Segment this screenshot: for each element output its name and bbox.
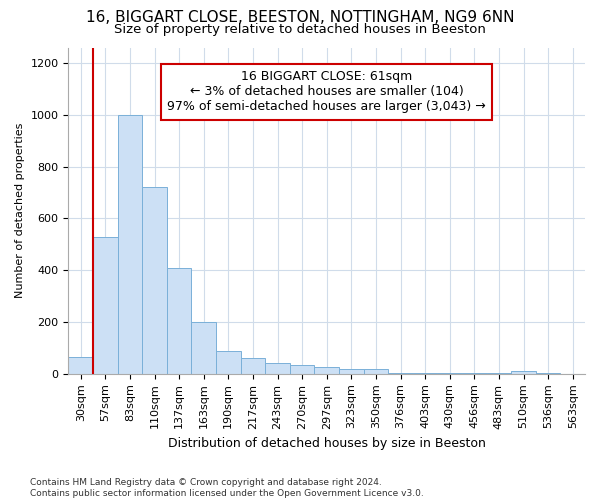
Text: Size of property relative to detached houses in Beeston: Size of property relative to detached ho… [114, 22, 486, 36]
X-axis label: Distribution of detached houses by size in Beeston: Distribution of detached houses by size … [168, 437, 485, 450]
Bar [142, 188, 167, 374]
Bar [364, 369, 388, 374]
Bar [167, 268, 191, 374]
Text: 16 BIGGART CLOSE: 61sqm
← 3% of detached houses are smaller (104)
97% of semi-de: 16 BIGGART CLOSE: 61sqm ← 3% of detached… [167, 70, 486, 114]
Bar [290, 365, 314, 374]
Y-axis label: Number of detached properties: Number of detached properties [15, 123, 25, 298]
Bar [93, 236, 118, 374]
Text: Contains HM Land Registry data © Crown copyright and database right 2024.
Contai: Contains HM Land Registry data © Crown c… [30, 478, 424, 498]
Bar [68, 357, 93, 374]
Bar [314, 368, 339, 374]
Bar [339, 369, 364, 374]
Bar [265, 363, 290, 374]
Bar [511, 370, 536, 374]
Bar [191, 322, 216, 374]
Text: 16, BIGGART CLOSE, BEESTON, NOTTINGHAM, NG9 6NN: 16, BIGGART CLOSE, BEESTON, NOTTINGHAM, … [86, 10, 514, 25]
Bar [241, 358, 265, 374]
Bar [216, 350, 241, 374]
Bar [118, 115, 142, 374]
